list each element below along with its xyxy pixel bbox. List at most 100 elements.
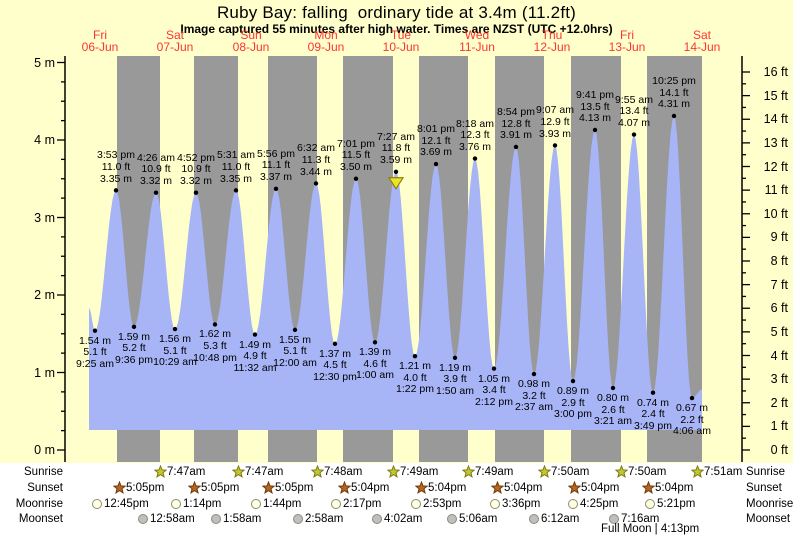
day-date: 13-Jun [608,40,646,54]
low-tide-dot [531,371,537,377]
day-date: 07-Jun [156,40,194,54]
current-tide-marker-icon [387,177,405,190]
high-tide-label: 4:52 pm 10.9 ft 3.32 m [177,151,215,187]
sunset-star-icon [186,480,202,499]
low-tide-label: 1.55 m 5.1 ft 12:00 am [273,333,317,370]
high-tide-label: 9:55 am 13.4 ft 4.07 m [615,93,653,129]
low-tide-dot [252,332,258,337]
sunset-time: 5:05pm [201,482,240,494]
moonset-time: 6:12am [541,513,580,525]
day-date: 08-Jun [232,40,270,54]
day-label: Fri 13-Jun [592,29,662,53]
sunrise-time: 7:47am [167,466,206,478]
feet-axis-label: 5 ft [770,324,788,339]
sunrise-time: 7:48am [324,466,363,478]
high-tide-dot [513,144,519,150]
low-tide-label: 0.67 m 2.2 ft 4:06 am [673,402,711,438]
meter-axis-label: 1 m [34,365,55,380]
high-tide-dot [592,127,598,133]
sunrise-time: 7:50am [628,466,667,478]
low-tide-dot [372,340,378,345]
low-tide-label: 0.89 m 2.9 ft 3:00 pm [554,385,592,421]
high-tide-dot [631,132,637,137]
low-tide-label: 1.05 m 3.4 ft 2:12 pm [475,372,513,408]
low-tide-dot [292,327,298,333]
moonset-time: 5:06am [459,513,498,525]
moonrise-icon [568,499,578,509]
low-tide-dot [131,324,137,329]
low-tide-dot [172,326,178,332]
high-tide-label: 4:26 am 10.9 ft 3.32 m [137,151,175,187]
sunset-time: 5:04pm [351,482,390,494]
day-label: Sat 14-Jun [667,29,737,53]
low-tide-dot [412,354,418,359]
moonset-icon [293,514,303,524]
moonrise-time: 3:36pm [502,498,541,510]
sunrise-star-icon [460,464,476,483]
high-tide-label: 8:54 pm 12.8 ft 3.91 m [497,105,535,142]
moonset-time: 7:16am [621,513,660,525]
moonrise-time: 12:45pm [104,498,149,510]
sunrise-star-icon [689,464,705,483]
meter-axis-label: 0 m [34,443,55,457]
high-tide-dot [233,188,239,193]
low-tide-dot [212,322,218,327]
day-name: Sat [692,28,711,42]
moonrise-icon [411,499,421,509]
high-tide-dot [193,190,199,195]
day-date: 11-Jun [459,40,495,54]
day-name: Tue [390,28,412,42]
day-date: 10-Jun [382,40,420,54]
day-name: Sun [240,28,262,42]
astro-row-label-left: Sunset [27,482,63,494]
low-tide-label: 0.80 m 2.6 ft 3:21 am [594,392,632,428]
feet-axis-label: 16 ft [763,65,788,79]
day-label: Sat 07-Jun [140,29,210,53]
low-tide-label: 1.62 m 5.3 ft 10:48 pm [193,328,237,364]
high-tide-label: 7:01 pm 11.5 ft 3.50 m [337,137,375,173]
high-tide-label: 5:31 am 11.0 ft 3.35 m [217,149,255,185]
moonrise-icon [645,499,655,509]
feet-axis-label: 4 ft [770,348,788,363]
low-tide-dot [689,395,695,401]
sunset-time: 5:04pm [428,482,467,494]
feet-axis-label: 3 ft [770,372,788,387]
low-tide-label: 1.54 m 5.1 ft 9:25 am [76,334,114,370]
moonset-icon [609,514,619,524]
day-name: Fri [620,28,634,42]
sunset-time: 5:04pm [504,482,543,494]
day-date: 06-Jun [81,40,119,54]
low-tide-label: 1.59 m 5.2 ft 9:36 pm [115,330,153,366]
astro-row-label-left: Sunrise [24,466,63,478]
moonset-icon [138,514,148,524]
moonrise-time: 4:25pm [580,498,619,510]
sunset-time: 5:04pm [655,482,694,494]
moonrise-time: 2:17pm [343,498,382,510]
sunrise-time: 7:49am [400,466,439,478]
high-tide-dot [313,181,319,186]
high-tide-label: 8:01 pm 12.1 ft 3.69 m [417,123,455,159]
low-tide-dot [610,385,616,391]
day-label: Mon 09-Jun [291,29,361,53]
chart-title: Ruby Bay: falling ordinary tide at 3.4m … [216,3,577,22]
moonrise-icon [490,499,500,509]
low-tide-dot [650,390,656,395]
astro-row-label-right: Sunset [746,482,782,494]
sunrise-time: 7:47am [245,466,284,478]
high-tide-label: 7:27 am 11.8 ft 3.59 m [377,130,415,166]
moonset-icon [529,514,539,524]
low-tide-label: 0.98 m 3.2 ft 2:37 am [515,378,553,414]
sunset-star-icon [260,480,276,499]
sunset-star-icon [640,480,656,499]
low-tide-dot [332,341,338,347]
high-tide-label: 3:53 pm 11.0 ft 3.35 m [97,149,135,185]
feet-axis-label: 7 ft [770,277,788,292]
high-tide-dot [472,156,478,161]
high-tide-label: 5:56 pm 11.1 ft 3.37 m [257,147,295,183]
high-tide-dot [273,186,279,192]
moonset-time: 1:58am [223,513,262,525]
low-tide-dot [452,355,458,360]
sunrise-time: 7:51am [704,466,743,478]
meter-axis-label: 3 m [34,210,55,225]
moonset-time: 4:02am [384,513,423,525]
